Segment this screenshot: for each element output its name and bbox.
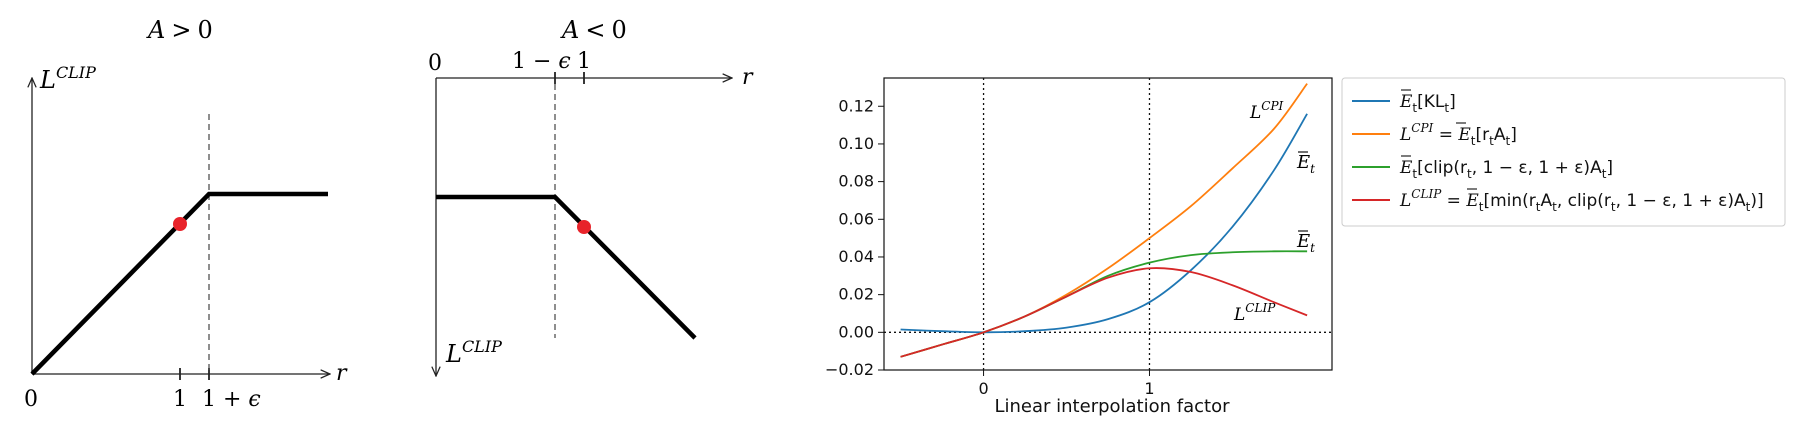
reference-lines: [884, 78, 1332, 370]
mid-tick-label-0: 0: [428, 51, 442, 76]
mid-tick-label-1: 1: [577, 49, 591, 74]
x-tick-label: 1: [1144, 379, 1154, 398]
y-tick-label: −0.02: [825, 360, 874, 379]
annotation-et-2: Et: [1296, 231, 1315, 255]
y-tick-label: 0.12: [838, 96, 874, 115]
left-panel: A >0 LCLIP r 0 1 1 + ϵ: [24, 16, 348, 412]
plot-frame: [883, 77, 1333, 371]
series-kl-line: [900, 113, 1308, 334]
annotation-lcpi: LCPI: [1249, 99, 1284, 123]
y-tick-label: 0.02: [838, 285, 874, 304]
curves: [900, 83, 1308, 358]
mid-marker: [577, 220, 591, 234]
left-tick-label-1: 1: [173, 387, 187, 412]
legend-box: [1341, 77, 1786, 227]
legend-label-lcpi: LCPI = Et[rtAt]: [1399, 121, 1517, 148]
series-lclip-line: [900, 267, 1308, 358]
y-tick-label: 0.00: [838, 322, 874, 341]
y-tick-label: 0.04: [838, 247, 874, 266]
y-tick-label: 0.06: [838, 209, 874, 228]
left-tick-label-1eps: 1 + ϵ: [202, 387, 261, 412]
left-tick-label-0: 0: [24, 387, 38, 412]
annotation-et-1: Et: [1296, 152, 1315, 176]
right-xlabel: Linear interpolation factor: [994, 396, 1230, 417]
left-xlabel: r: [336, 361, 348, 386]
series-lcpi-line: [900, 83, 1308, 358]
mid-xlabel: r: [742, 65, 754, 90]
left-clip-curve: [30, 191, 328, 376]
left-marker: [173, 217, 187, 231]
mid-clip-curve: [436, 194, 697, 340]
x-tick-label: 0: [978, 379, 988, 398]
mid-title: A <0: [560, 16, 627, 44]
left-title: A >0: [146, 16, 213, 44]
legend-label-clip: Et[clip(rt, 1 − ε, 1 + ε)At]: [1399, 158, 1613, 181]
mid-tick-label-1meps: 1 − ϵ: [512, 49, 571, 74]
middle-panel: A <0 r LCLIP 0 1 − ϵ 1: [428, 16, 754, 376]
y-ticks: −0.02 0.00 0.02 0.04 0.06 0.08 0.10 0.12: [825, 96, 884, 379]
left-ylabel: LCLIP: [39, 63, 96, 94]
y-tick-label: 0.08: [838, 172, 874, 191]
mid-ylabel: LCLIP: [445, 337, 502, 368]
y-tick-label: 0.10: [838, 134, 874, 153]
legend-label-lclip: LCLIP = Et[min(rtAt, clip(rt, 1 − ε, 1 +…: [1399, 187, 1764, 214]
legend: Et[KLt] LCPI = Et[rtAt] Et[clip(rt, 1 − …: [1341, 77, 1786, 227]
annotation-lclip: LCLIP: [1233, 301, 1276, 325]
legend-label-kl: Et[KLt]: [1399, 92, 1456, 115]
